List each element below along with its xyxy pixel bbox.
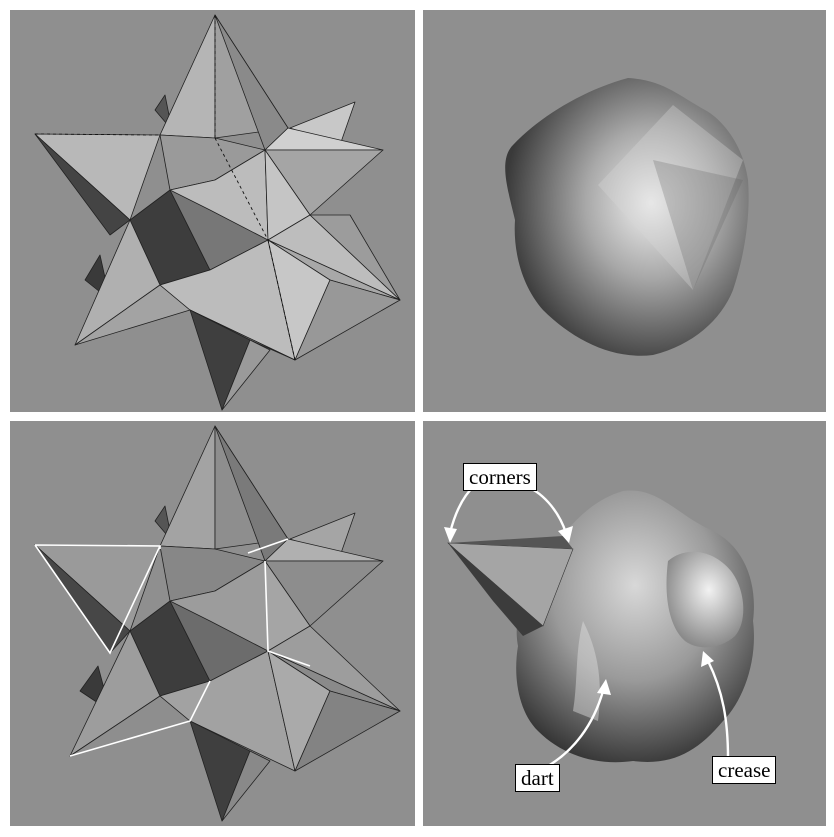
sharp-features-drawing: [444, 483, 754, 768]
stellated-polyhedron-control-mesh: [10, 10, 415, 412]
tagged-polyhedron-drawing: [34, 425, 401, 822]
dart-label: dart: [515, 764, 560, 792]
corners-label: corners: [463, 463, 537, 491]
crease-label: crease: [712, 756, 777, 784]
tagged-polyhedron-control-mesh: [10, 421, 415, 826]
polyhedron-drawing: [34, 14, 401, 411]
surface-with-sharp-features: corners dart crease: [423, 421, 826, 826]
smooth-subdivision-surface: [423, 10, 826, 412]
smooth-surface-drawing: [505, 78, 749, 356]
